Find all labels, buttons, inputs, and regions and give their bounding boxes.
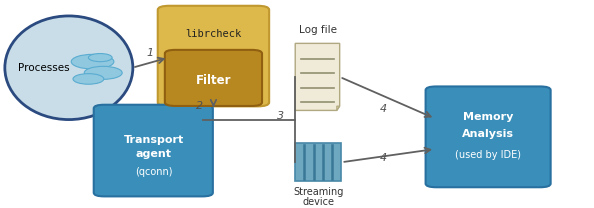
Text: 2: 2 [196, 100, 203, 111]
Ellipse shape [5, 16, 133, 120]
Circle shape [84, 66, 122, 79]
FancyBboxPatch shape [425, 87, 551, 187]
Text: device: device [302, 197, 334, 207]
Text: 4: 4 [380, 153, 387, 163]
Text: Log file: Log file [299, 25, 337, 35]
Circle shape [89, 53, 112, 62]
Text: Transport: Transport [124, 135, 184, 145]
Text: Filter: Filter [195, 74, 231, 87]
Text: (qconn): (qconn) [135, 167, 172, 177]
Text: Processes: Processes [18, 63, 69, 73]
FancyBboxPatch shape [94, 105, 213, 196]
Text: 3: 3 [277, 110, 284, 120]
Polygon shape [337, 106, 340, 110]
Text: Memory: Memory [463, 111, 514, 121]
Text: (used by IDE): (used by IDE) [456, 150, 522, 160]
Text: agent: agent [135, 149, 172, 159]
Text: librcheck: librcheck [185, 29, 242, 39]
Circle shape [73, 74, 104, 84]
Text: Streaming: Streaming [293, 187, 343, 197]
Circle shape [71, 54, 114, 69]
Text: Analysis: Analysis [462, 129, 514, 139]
Text: 1: 1 [147, 47, 154, 58]
FancyBboxPatch shape [295, 143, 342, 181]
FancyBboxPatch shape [165, 50, 262, 106]
Polygon shape [295, 43, 340, 110]
Text: 4: 4 [380, 104, 387, 114]
FancyBboxPatch shape [158, 6, 269, 106]
